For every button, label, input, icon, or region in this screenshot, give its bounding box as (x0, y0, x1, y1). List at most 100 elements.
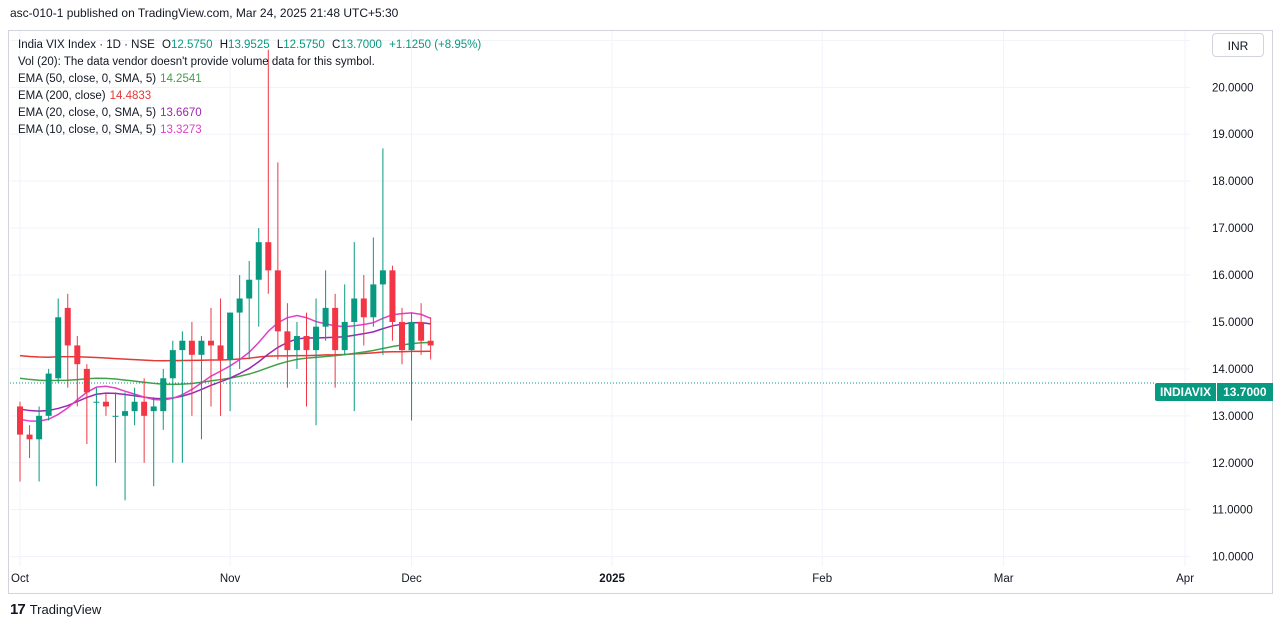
legend-symbol-row: India VIX Index · 1D · NSE O12.5750 H13.… (18, 37, 485, 54)
price-tag-symbol: INDIAVIX (1155, 383, 1217, 401)
legend-close: C13.7000 (332, 39, 382, 51)
ema20-line (19, 321, 431, 412)
candle-body-6 (74, 345, 81, 365)
candle-body-2 (36, 415, 43, 440)
candle-17 (179, 331, 186, 463)
candle-20 (208, 307, 214, 407)
candle-body-26 (265, 242, 272, 271)
candle-43 (427, 317, 434, 360)
candle-32 (322, 270, 329, 341)
chart-frame[interactable] (8, 30, 1273, 594)
price-chart[interactable]: 10.0000 11.0000 12.0000 13.0000 14.0000 15.00… (0, 0, 1281, 600)
footer-brand[interactable]: 17 TradingView (10, 601, 101, 618)
candle-26 (265, 49, 272, 294)
candle-body-41 (408, 321, 415, 351)
y-tick-label-4: 14.0000 (1212, 364, 1254, 376)
ema200-line (19, 350, 431, 362)
currency-button[interactable]: INR (1212, 33, 1264, 57)
candle-12 (131, 387, 138, 426)
candles (17, 49, 434, 501)
candle-body-18 (188, 340, 195, 355)
candle-18 (188, 321, 195, 416)
tradingview-logo-icon: 17 (10, 601, 26, 618)
candle-9 (102, 392, 109, 416)
candle-36 (360, 275, 367, 346)
y-tick-label-0: 10.0000 (1212, 552, 1254, 564)
candle-body-9 (102, 401, 109, 407)
y-tick-label-2: 12.0000 (1212, 458, 1254, 470)
candle-7 (83, 364, 90, 444)
legend-ema200-row: EMA (200, close) 14.4833 (18, 90, 152, 102)
brand-name: TradingView (29, 602, 102, 617)
candle-6 (74, 336, 81, 407)
candle-body-23 (236, 298, 243, 313)
candle-10 (112, 392, 119, 463)
candle-body-16 (169, 350, 176, 379)
candle-body-8 (93, 401, 100, 403)
legend: India VIX Index · 1D · NSE O12.5750 H13.… (18, 37, 485, 139)
candle-body-4 (55, 317, 62, 379)
candle-body-13 (141, 401, 148, 416)
y-tick-label-1: 11.0000 (1212, 505, 1253, 517)
publish-header: asc-010-1 published on TradingView.com, … (10, 6, 399, 20)
time-axis: Oct Nov Dec 2025 Feb Mar Apr (11, 573, 1194, 585)
candle-body-11 (122, 411, 129, 416)
candle-35 (351, 242, 358, 412)
candle-body-1 (26, 434, 33, 440)
candle-27 (274, 162, 281, 360)
candle-16 (169, 340, 176, 463)
candle-1 (26, 425, 33, 459)
candle-body-36 (360, 298, 367, 318)
candle-19 (198, 336, 205, 440)
candle-8 (93, 387, 100, 487)
candle-body-7 (83, 368, 90, 393)
price-axis: 10.0000 11.0000 12.0000 13.0000 14.0000 15.00… (1212, 35, 1254, 563)
grid-lines (10, 31, 1190, 566)
candle-5 (64, 293, 71, 388)
candle-42 (418, 303, 425, 355)
candle-34 (341, 284, 348, 355)
candle-15 (160, 368, 167, 430)
legend-volume-row: Vol (20): The data vendor doesn't provid… (18, 56, 375, 68)
legend-high: H13.9525 (219, 39, 270, 51)
candle-body-43 (427, 340, 434, 346)
x-tick-label-4: Feb (812, 573, 832, 585)
candle-37 (370, 237, 377, 327)
candle-body-40 (399, 321, 405, 351)
legend-open: O12.5750 (162, 39, 213, 51)
y-tick-label-3: 13.0000 (1212, 411, 1254, 423)
y-tick-label-8: 18.0000 (1212, 176, 1254, 188)
candle-31 (313, 298, 320, 426)
candle-body-38 (379, 270, 386, 285)
candle-22 (227, 312, 234, 412)
candle-41 (408, 312, 415, 421)
candle-0 (17, 401, 23, 482)
legend-low: L12.5750 (276, 39, 325, 51)
candle-2 (36, 406, 43, 482)
candle-33 (332, 293, 339, 388)
candle-body-0 (17, 406, 23, 435)
x-tick-label-0: Oct (11, 573, 30, 585)
candle-body-33 (332, 307, 339, 351)
candle-13 (141, 378, 148, 463)
candle-4 (55, 298, 62, 383)
candle-29 (293, 321, 300, 369)
candle-28 (284, 303, 291, 388)
last-price-tag: INDIAVIX 13.7000 (1155, 383, 1273, 401)
ema10-line (19, 312, 431, 422)
candle-body-17 (179, 340, 186, 351)
ema-lines (19, 312, 431, 422)
candle-38 (379, 148, 386, 355)
x-tick-label-5: Mar (994, 573, 1014, 585)
candle-body-42 (418, 321, 425, 341)
y-tick-label-5: 15.0000 (1212, 317, 1254, 329)
candle-11 (122, 392, 129, 501)
x-tick-label-3: 2025 (599, 573, 625, 585)
candle-body-22 (227, 312, 234, 360)
candle-39 (389, 265, 396, 341)
candle-23 (236, 275, 243, 369)
candle-body-5 (64, 307, 71, 346)
price-tag-value: 13.7000 (1217, 383, 1273, 401)
legend-change: +1.1250 (+8.95%) (389, 39, 482, 51)
candle-body-3 (45, 373, 52, 416)
